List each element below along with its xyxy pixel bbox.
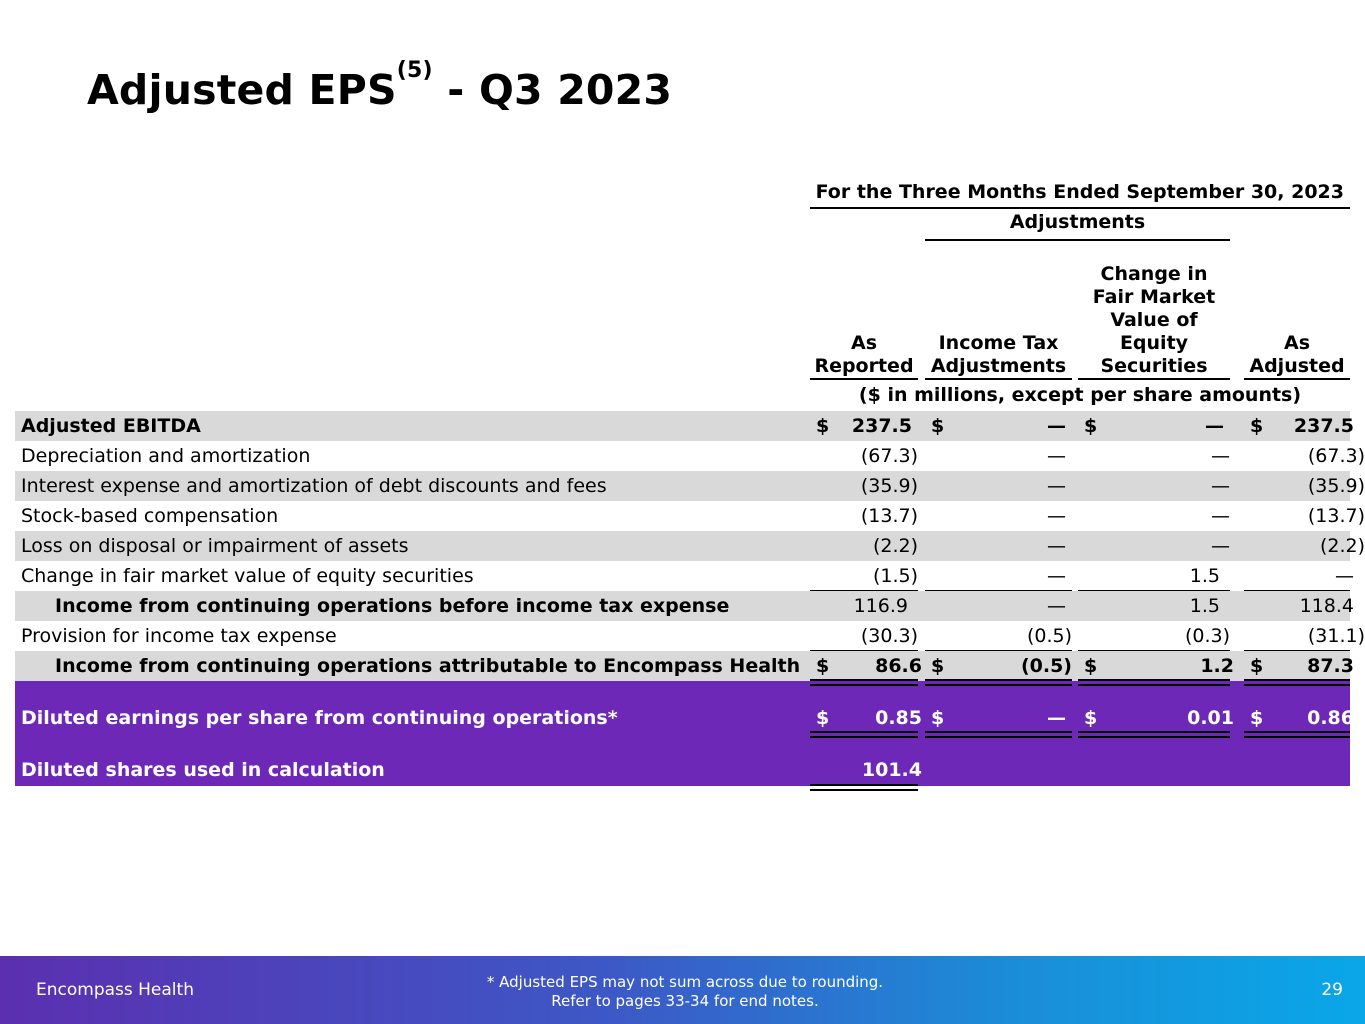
footnote: * Adjusted EPS may not sum across due to… — [486, 973, 884, 1010]
total-double-rule — [810, 679, 918, 686]
eps-double-rule — [810, 731, 918, 738]
units-note: ($ in millions, except per share amounts… — [858, 384, 1302, 406]
row-label: Interest expense and amortization of deb… — [21, 475, 607, 497]
eps-highlight-block — [15, 681, 1350, 786]
table-row: Change in fair market value of equity se… — [15, 561, 1354, 591]
row-label: Adjusted EBITDA — [21, 415, 201, 437]
total-double-rule — [1078, 679, 1230, 686]
total-double-rule — [1244, 679, 1350, 686]
company-name: Encompass Health — [36, 980, 194, 1000]
period-header: For the Three Months Ended September 30,… — [810, 181, 1350, 209]
table-row: Diluted earnings per share from continui… — [15, 703, 1354, 733]
page-number: 29 — [1321, 980, 1343, 1000]
adjustments-header: Adjustments — [925, 211, 1230, 241]
row-label: Loss on disposal or impairment of assets — [21, 535, 409, 557]
col-as-reported: As Reported — [810, 332, 918, 380]
col-as-adjusted: As Adjusted — [1244, 332, 1350, 380]
col-income-tax-adjustments: Income Tax Adjustments — [925, 332, 1072, 380]
table-row: Stock-based compensation (13.7) — — (13.… — [15, 501, 1365, 531]
eps-double-rule — [1078, 731, 1230, 738]
table-row: Income from continuing operations attrib… — [15, 651, 1354, 681]
row-label: Diluted shares used in calculation — [21, 759, 385, 781]
table-row: Loss on disposal or impairment of assets… — [15, 531, 1365, 561]
row-label: Provision for income tax expense — [21, 625, 337, 647]
row-label: Stock-based compensation — [21, 505, 279, 527]
table-row: Diluted shares used in calculation 101.4 — [15, 755, 1350, 785]
row-label: Income from continuing operations attrib… — [55, 655, 801, 677]
row-label: Depreciation and amortization — [21, 445, 311, 467]
table-row: Interest expense and amortization of deb… — [15, 471, 1365, 501]
table-row: Adjusted EBITDA $237.5 $ — $ — $237.5 — [15, 411, 1354, 441]
shares-double-rule — [810, 784, 918, 791]
row-label: Income from continuing operations before… — [55, 595, 730, 617]
table-row: Depreciation and amortization (67.3) — —… — [15, 441, 1365, 471]
footnote-ref: (5) — [396, 58, 433, 83]
col-change-fair-market-value: Change in Fair Market Value of Equity Se… — [1078, 263, 1230, 380]
total-double-rule — [925, 679, 1072, 686]
row-label: Change in fair market value of equity se… — [21, 565, 474, 587]
row-label: Diluted earnings per share from continui… — [21, 707, 618, 729]
eps-double-rule — [1244, 731, 1350, 738]
page-title: Adjusted EPS(5) - Q3 2023 — [87, 58, 673, 115]
table-row: Provision for income tax expense (30.3) … — [15, 621, 1365, 651]
table-row: Income from continuing operations before… — [15, 591, 1354, 621]
eps-double-rule — [925, 731, 1072, 738]
footer-bar: Encompass Health * Adjusted EPS may not … — [0, 956, 1365, 1024]
